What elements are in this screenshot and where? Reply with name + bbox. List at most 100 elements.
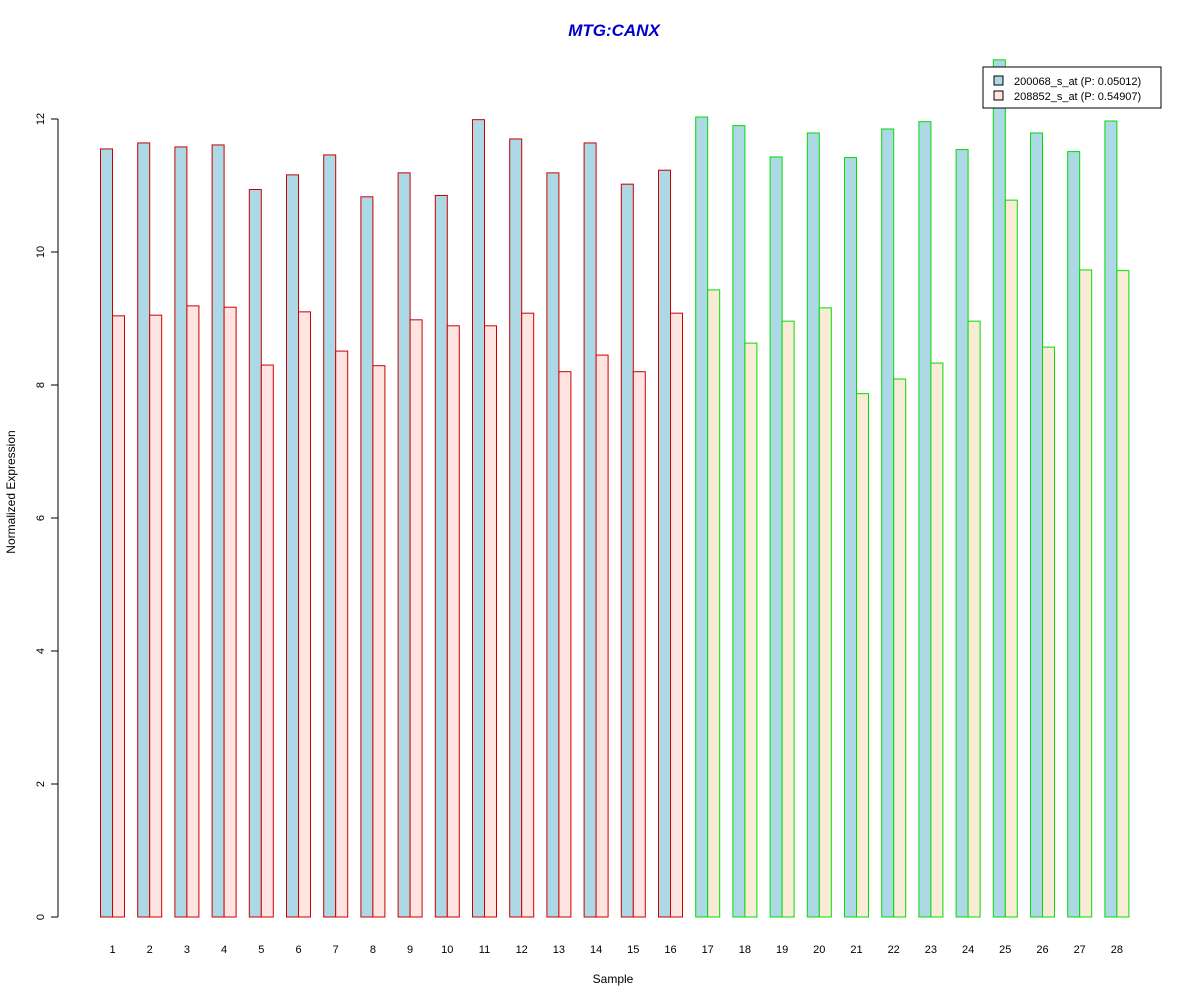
bar-series1-sample-8 xyxy=(360,196,374,918)
legend-label-series-1: 200068_s_at (P: 0.05012) xyxy=(1014,76,1141,88)
x-tick-label-23: 23 xyxy=(925,944,937,956)
x-tick-label-25: 25 xyxy=(999,944,1011,956)
bar-series2-sample-11 xyxy=(484,325,497,918)
x-tick-label-14: 14 xyxy=(590,944,602,956)
bar-series2-sample-12 xyxy=(521,312,535,918)
y-tick-label-0: 0 xyxy=(35,914,47,920)
legend-label-series-2: 208852_s_at (P: 0.54907) xyxy=(1014,91,1141,103)
bar-series2-sample-18 xyxy=(744,342,758,918)
bar-series2-sample-22 xyxy=(893,378,907,918)
x-axis-label: Sample xyxy=(593,972,634,986)
bar-series1-sample-12 xyxy=(509,138,523,918)
x-tick-label-11: 11 xyxy=(479,944,490,956)
x-tick-label-20: 20 xyxy=(813,944,825,956)
bar-series1-sample-11 xyxy=(472,119,485,918)
bar-series1-sample-13 xyxy=(546,172,560,918)
x-tick-label-27: 27 xyxy=(1074,944,1086,956)
bar-series1-sample-7 xyxy=(323,154,337,918)
bar-series1-sample-27 xyxy=(1067,151,1081,918)
bar-series1-sample-19 xyxy=(769,156,783,918)
bar-series1-sample-22 xyxy=(881,128,895,918)
x-tick-label-3: 3 xyxy=(184,944,190,956)
bar-series1-sample-23 xyxy=(918,121,932,918)
x-tick-label-5: 5 xyxy=(258,944,264,956)
x-tick-label-8: 8 xyxy=(370,944,376,956)
x-tick-label-26: 26 xyxy=(1036,944,1048,956)
bar-series1-sample-2 xyxy=(137,142,151,918)
bar-series2-sample-16 xyxy=(670,312,683,918)
bar-series2-sample-7 xyxy=(335,350,349,918)
legend-swatch-series-1 xyxy=(993,75,1004,86)
x-tick-label-28: 28 xyxy=(1111,944,1123,956)
bar-series1-sample-14 xyxy=(583,142,597,918)
y-tick-label-12: 12 xyxy=(35,113,47,125)
bar-series1-sample-4 xyxy=(211,144,225,918)
bar-series2-sample-4 xyxy=(223,306,237,918)
bar-series2-sample-25 xyxy=(1004,199,1018,918)
bar-series1-sample-18 xyxy=(732,125,746,918)
x-tick-label-15: 15 xyxy=(627,944,639,956)
bar-series1-sample-9 xyxy=(397,172,411,918)
x-tick-label-21: 21 xyxy=(850,944,862,956)
bar-series1-sample-10 xyxy=(434,194,448,918)
y-tick-label-4: 4 xyxy=(35,648,47,654)
bar-series1-sample-16 xyxy=(658,169,671,918)
x-tick-label-7: 7 xyxy=(333,944,339,956)
bar-series2-sample-17 xyxy=(707,289,721,918)
bar-series2-sample-9 xyxy=(409,319,423,918)
bar-series2-sample-23 xyxy=(930,362,944,918)
bar-series1-sample-25 xyxy=(992,59,1006,918)
bar-series1-sample-5 xyxy=(248,188,262,918)
y-tick-label-6: 6 xyxy=(35,515,47,521)
bar-series2-sample-1 xyxy=(112,315,125,918)
bars-layer xyxy=(100,59,1130,918)
bar-series1-sample-21 xyxy=(844,157,857,918)
y-tick-label-2: 2 xyxy=(35,781,47,787)
x-tick-label-13: 13 xyxy=(553,944,565,956)
bar-series1-sample-28 xyxy=(1104,120,1118,918)
bar-series2-sample-26 xyxy=(1042,346,1055,918)
x-tick-label-24: 24 xyxy=(962,944,974,956)
x-tick-label-1: 1 xyxy=(109,944,115,956)
bar-series2-sample-14 xyxy=(595,354,609,918)
y-axis: 0 2 4 6 8 10 12 xyxy=(35,113,59,920)
x-tick-label-22: 22 xyxy=(888,944,900,956)
legend-box xyxy=(982,66,1162,109)
bar-series1-sample-20 xyxy=(806,132,820,918)
bar-series2-sample-13 xyxy=(558,371,572,918)
bar-series1-sample-26 xyxy=(1030,132,1043,918)
bar-series2-sample-8 xyxy=(372,365,386,918)
x-tick-label-2: 2 xyxy=(147,944,153,956)
bar-series2-sample-15 xyxy=(632,371,646,918)
x-tick-label-10: 10 xyxy=(441,944,453,956)
bar-series2-sample-6 xyxy=(298,311,311,918)
y-axis-label: Normalized Expression xyxy=(4,430,18,553)
bar-series1-sample-3 xyxy=(174,146,188,918)
x-axis-tick-labels: 1 2 3 4 5 6 7 8 9 10 11 12 13 14 15 16 17 18 19 20 21 22 23 24 2… xyxy=(109,944,1123,956)
bar-series1-sample-17 xyxy=(695,116,709,918)
legend: 200068_s_at (P: 0.05012) 208852_s_at (P:… xyxy=(982,66,1162,109)
legend-swatch-series-2 xyxy=(993,90,1004,101)
bar-series2-sample-24 xyxy=(967,320,981,918)
bar-series2-sample-3 xyxy=(186,305,200,918)
x-tick-label-4: 4 xyxy=(221,944,227,956)
x-tick-label-12: 12 xyxy=(516,944,528,956)
bar-series2-sample-10 xyxy=(446,325,460,918)
bar-series2-sample-5 xyxy=(260,364,274,918)
bar-series1-sample-1 xyxy=(100,148,113,918)
bar-series2-sample-27 xyxy=(1079,269,1093,918)
x-tick-label-19: 19 xyxy=(776,944,788,956)
bar-series2-sample-21 xyxy=(856,393,869,918)
bar-series2-sample-19 xyxy=(781,320,795,918)
bar-series1-sample-6 xyxy=(286,174,299,918)
chart-title: MTG:CANX xyxy=(568,21,661,40)
y-tick-label-8: 8 xyxy=(35,382,47,388)
bar-series1-sample-15 xyxy=(620,183,634,918)
x-tick-label-17: 17 xyxy=(702,944,714,956)
x-tick-label-16: 16 xyxy=(664,944,676,956)
bar-series2-sample-20 xyxy=(818,307,832,918)
bar-series1-sample-24 xyxy=(955,149,969,918)
x-tick-label-9: 9 xyxy=(407,944,413,956)
